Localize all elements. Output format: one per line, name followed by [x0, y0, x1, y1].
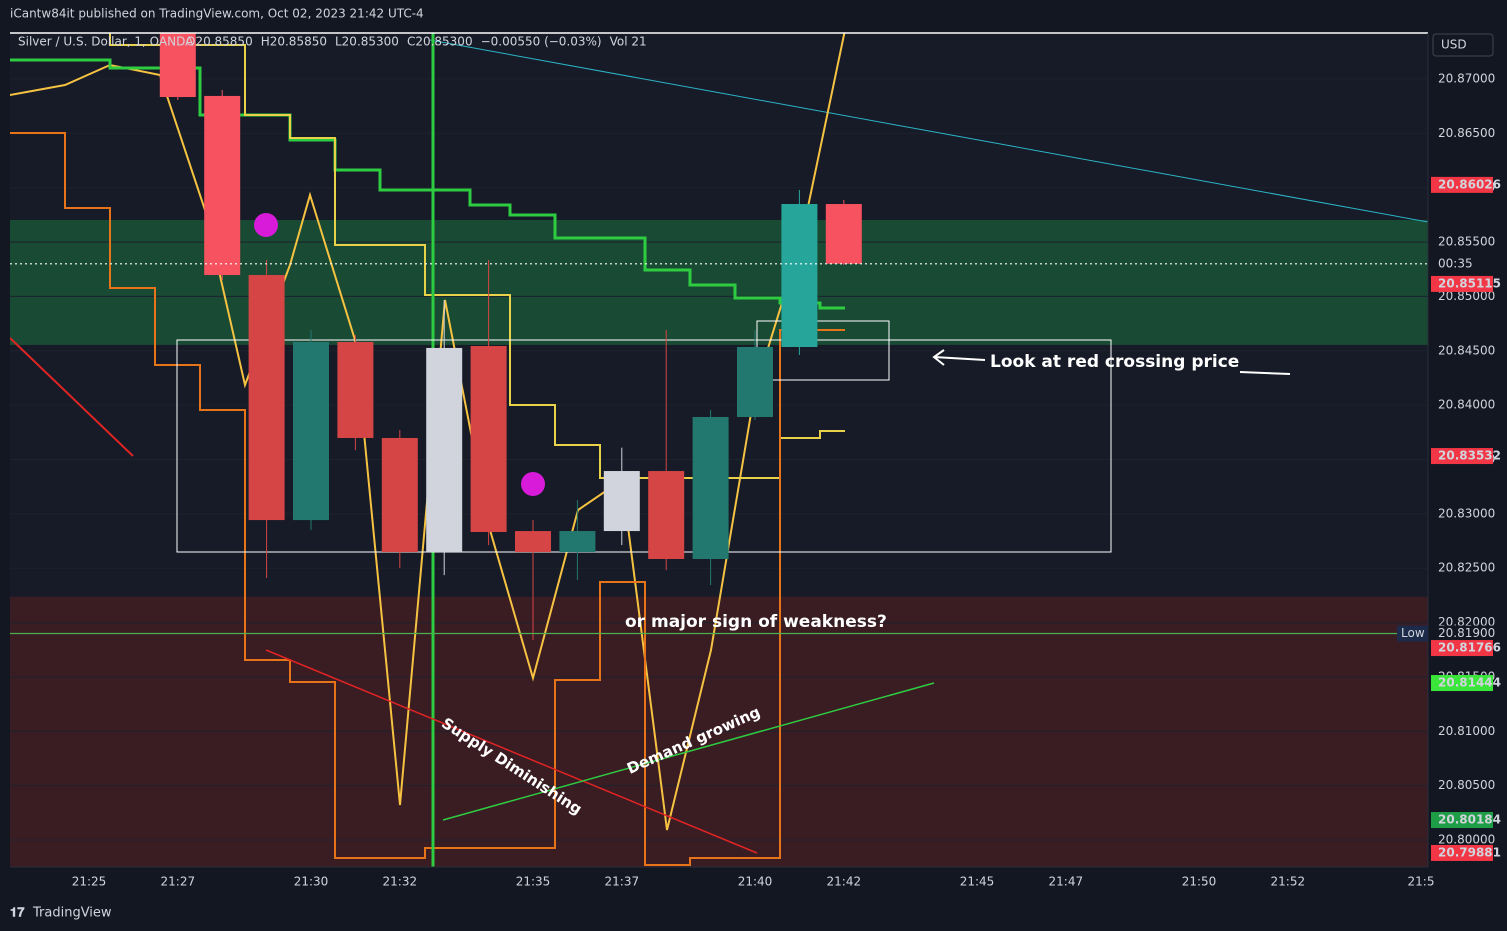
price-tag-box [1397, 625, 1428, 642]
legend-value: C20.85300 [407, 35, 473, 49]
x-tick-label: 21:25 [72, 875, 107, 889]
price-label-box [1431, 812, 1493, 829]
trend-line [10, 337, 134, 457]
x-tick-label: 21:45 [960, 875, 995, 889]
annotation: or major sign of weakness? [625, 612, 887, 632]
candle-body [159, 33, 196, 98]
candle-body [381, 437, 418, 553]
y-tick-label: 20.81000 [1438, 724, 1495, 738]
legend-value: H20.85850 [261, 35, 327, 49]
step-line [10, 132, 845, 866]
x-tick-label: 21:5 [1408, 875, 1435, 889]
publisher: iCantw84it published on TradingView.com,… [10, 7, 424, 21]
price-label-box [1431, 255, 1493, 272]
annotation: Look at red crossing price [990, 352, 1239, 372]
x-tick-label: 21:40 [738, 875, 773, 889]
y-tick-label: 20.86500 [1438, 126, 1495, 140]
y-tick-label: 20.82500 [1438, 561, 1495, 575]
footer: TradingView [32, 906, 112, 921]
price-label-box [1431, 448, 1493, 465]
candles [159, 33, 862, 641]
candle-body [825, 204, 862, 264]
legend-value: −0.00550 (−0.03%) [481, 35, 602, 49]
signal-dot [254, 213, 278, 237]
legend-value: L20.85300 [335, 35, 399, 49]
price-label: 20.83532 [1438, 449, 1501, 463]
price-label: 20.79881 [1438, 845, 1501, 859]
y-tick-label: 20.84500 [1438, 343, 1495, 357]
price-label-box [1431, 844, 1493, 861]
price-label: 20.81766 [1438, 641, 1501, 655]
y-tick-label: 20.84000 [1438, 398, 1495, 412]
candle-body [692, 417, 729, 559]
price-lines [10, 263, 1428, 635]
price-line-label: 00:35 [1438, 256, 1473, 270]
currency-box [1432, 33, 1494, 57]
demand-line [442, 682, 935, 821]
y-tick-label: 20.80500 [1438, 778, 1495, 792]
y-tick-label: 20.87000 [1438, 71, 1495, 85]
x-tick-label: 21:27 [161, 875, 196, 889]
legend-value: O20.85850 [186, 35, 253, 49]
candle-body [337, 341, 374, 438]
x-tick-label: 21:35 [516, 875, 551, 889]
x-tick-label: 21:52 [1271, 875, 1306, 889]
candle-body [204, 95, 241, 276]
legend-title: Silver / U.S. Dollar, 1, OANDA [18, 35, 194, 49]
price-label: 20.81444 [1438, 676, 1501, 690]
zone [10, 596, 1428, 867]
zones [10, 220, 1428, 867]
candle-body [248, 275, 285, 521]
price-label: 20.80184 [1438, 813, 1501, 827]
zone [10, 220, 1428, 345]
x-tick-label: 21:47 [1049, 875, 1084, 889]
candle-body [781, 204, 818, 347]
price-label: 20.86026 [1438, 177, 1501, 191]
trend-line [429, 39, 1428, 223]
x-tick-label: 21:42 [827, 875, 862, 889]
price-label-box [1431, 640, 1493, 657]
candle-body [426, 347, 463, 553]
x-tick-label: 21:50 [1182, 875, 1217, 889]
price-line-label: 20.81900 [1438, 626, 1495, 640]
price-tag: Low [1401, 626, 1425, 640]
x-tick-label: 21:30 [294, 875, 329, 889]
currency: USD [1441, 38, 1467, 52]
grid: 20.8000020.8050020.8100020.8150020.82000… [10, 71, 1495, 889]
arrow [932, 349, 986, 366]
candle-body [737, 346, 773, 418]
footer-logo: 𝟏𝟕 [10, 906, 25, 921]
legend-value: Vol 21 [610, 35, 647, 49]
candle-body [470, 346, 507, 533]
y-tick-label: 20.85500 [1438, 235, 1495, 249]
price-label-box [1431, 275, 1493, 292]
y-tick-label: 20.85000 [1438, 289, 1495, 303]
candle-body [603, 471, 640, 532]
price-label-box [1431, 625, 1493, 642]
y-tick-label: 20.80000 [1438, 833, 1495, 847]
x-tick-label: 21:32 [383, 875, 418, 889]
candle-body [648, 471, 685, 559]
candle-body [515, 531, 551, 553]
drawings [10, 33, 1428, 867]
supply-line [265, 649, 758, 854]
price-label-box [1431, 176, 1493, 193]
price-label-box [1431, 675, 1493, 692]
candle-body [559, 531, 596, 553]
signal-dot [521, 472, 545, 496]
x-tick-label: 21:37 [605, 875, 640, 889]
price-label: 20.85115 [1438, 276, 1501, 290]
annotation-box [176, 339, 1112, 553]
arrow-tail [1239, 371, 1291, 375]
y-tick-label: 20.83000 [1438, 506, 1495, 520]
candle-body [293, 341, 329, 521]
